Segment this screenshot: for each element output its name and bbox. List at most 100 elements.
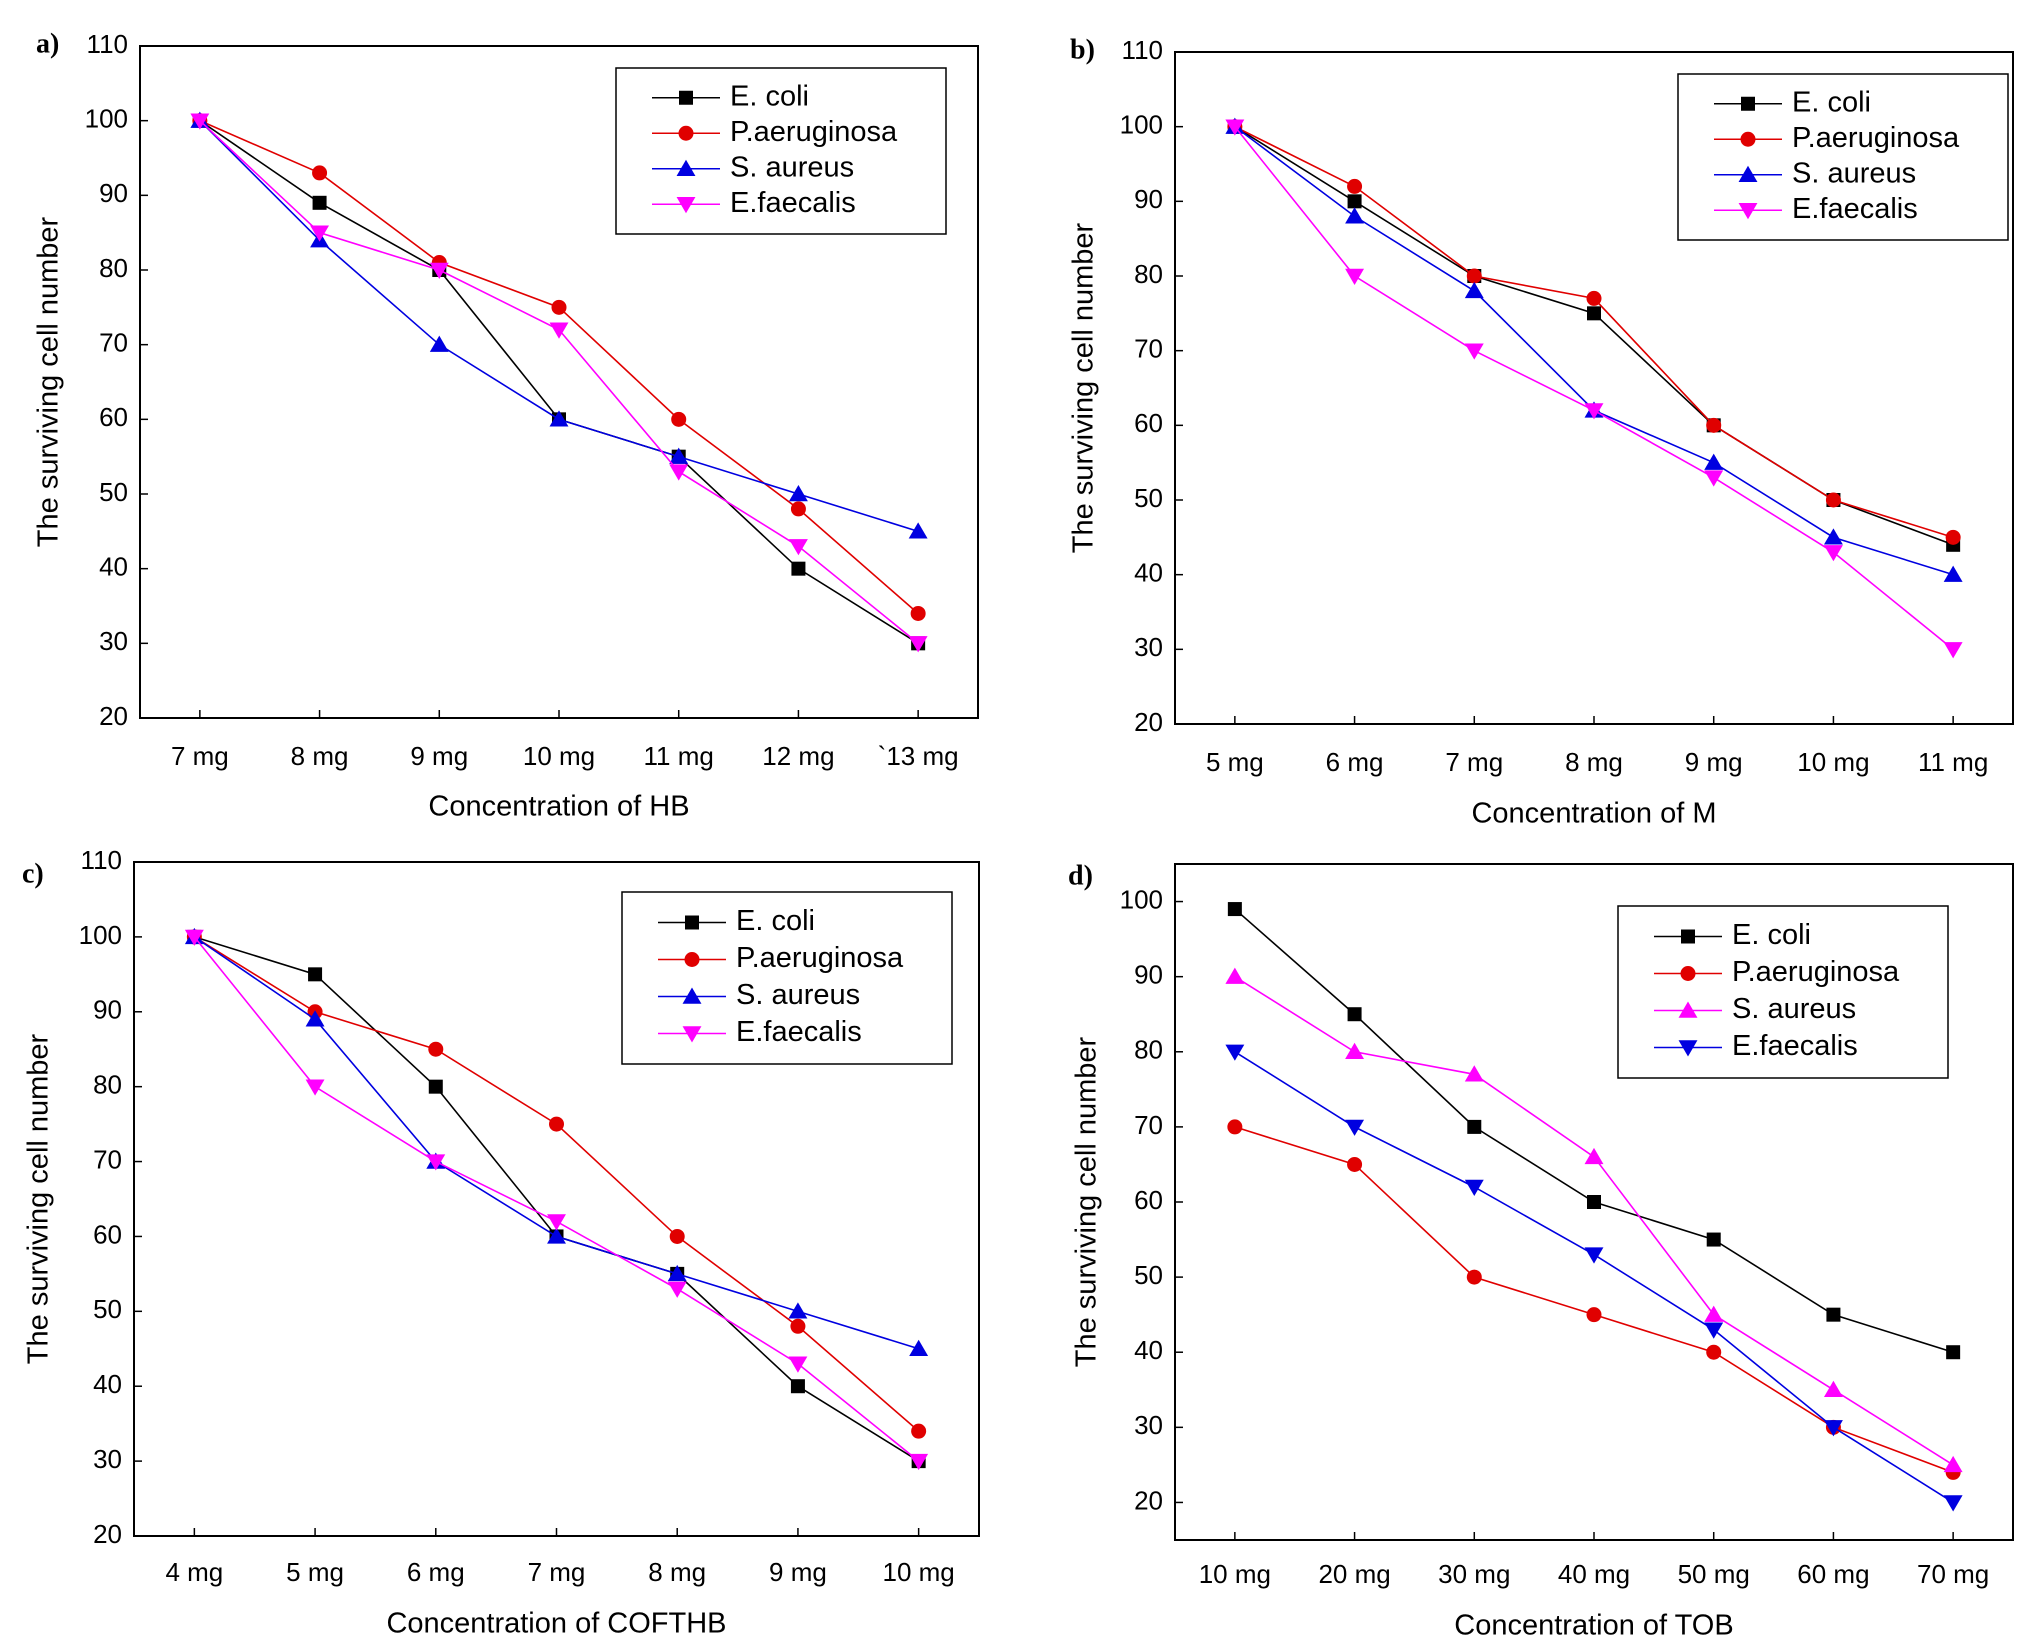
data-point [1584,1247,1604,1264]
legend-marker [676,159,696,176]
legend-marker [676,197,696,214]
data-point [1943,565,1963,582]
x-tick-label: 12 mg [762,741,834,771]
legend-box [615,67,947,235]
data-point [1347,1007,1362,1022]
data-point [305,1010,325,1027]
legend-marker [1738,203,1758,220]
y-tick-label: 40 [93,1369,122,1399]
x-tick-label: 60 mg [1797,1559,1869,1589]
data-point [1706,1232,1721,1247]
y-tick-label: 80 [99,253,128,283]
y-tick-label: 110 [87,29,128,59]
y-tick-label: 70 [1134,1110,1163,1140]
data-point [1466,268,1482,284]
data-point [428,1079,443,1094]
x-axis-title: Concentration of M [1471,798,1716,830]
legend-marker [1678,1001,1698,1018]
data-point [308,967,323,982]
x-tick-label: 20 mg [1318,1559,1390,1589]
legend-label: P.aeruginosa [1792,122,1960,154]
data-point [1464,1179,1484,1196]
y-tick-label: 50 [1134,483,1163,513]
data-point [1586,1307,1602,1323]
data-point [1943,1455,1963,1473]
x-tick-label: 11 mg [1918,747,1988,777]
x-tick-label: 5 mg [1206,747,1264,777]
x-axis-title: Concentration of TOB [1454,1610,1733,1642]
legend-label: P.aeruginosa [736,942,904,974]
data-point [910,605,926,621]
legend-label: S. aureus [730,151,854,183]
data-point [312,195,327,210]
y-tick-label: 90 [1134,184,1163,214]
x-tick-label: 70 mg [1917,1559,1989,1589]
y-tick-label: 20 [1134,707,1163,737]
legend-label: E. coli [1732,919,1811,951]
data-point [1225,119,1245,136]
y-tick-label: 40 [1134,1335,1163,1365]
data-point [788,1356,808,1373]
data-point [547,1214,566,1231]
data-point [1347,1156,1363,1172]
data-point [1584,403,1604,420]
data-point [1345,207,1365,224]
x-tick-label: 7 mg [171,741,229,771]
y-tick-label: 110 [81,845,122,875]
y-tick-label: 20 [93,1519,122,1549]
data-point [547,1227,566,1244]
x-tick-label: 9 mg [1685,747,1743,777]
y-tick-label: 20 [99,701,128,731]
x-tick-label: 9 mg [769,1557,827,1587]
legend-box [1677,73,2009,241]
x-tick-label: 11 mg [644,741,714,771]
legend-marker [1680,966,1696,981]
data-point [190,113,210,130]
data-point [551,299,567,315]
y-axis-title: The surviving cell number [1068,222,1100,553]
legend-marker [682,987,702,1004]
x-tick-label: 6 mg [407,1557,465,1587]
data-point [184,929,204,946]
panel-label: b) [1070,34,1095,65]
data-point [428,1041,444,1057]
series-efaecalis [1225,119,1963,659]
legend-marker [1740,131,1756,147]
y-tick-label: 50 [93,1294,122,1324]
data-point [908,636,928,653]
y-tick-label: 90 [99,178,128,208]
data-point [1225,967,1245,984]
y-tick-label: 30 [1134,632,1163,662]
data-point [1345,1119,1365,1136]
data-point [909,1453,929,1471]
data-point [305,1079,325,1096]
data-point [1464,1065,1484,1082]
data-point [1227,1119,1243,1135]
legend-marker [1741,96,1755,111]
y-tick-label: 70 [93,1144,122,1174]
data-point [1826,1307,1841,1322]
legend-label: P.aeruginosa [730,116,898,148]
legend-marker [1678,1040,1698,1057]
series-line [1234,1051,1954,1504]
legend-label: S. aureus [1732,993,1856,1025]
legend-marker [1681,929,1695,944]
data-point [1946,1345,1961,1360]
data-point [549,410,569,427]
series-ecoli [1227,902,1961,1360]
data-point [1347,178,1363,194]
legend-marker [685,915,699,930]
legend-marker [678,125,694,141]
x-tick-label: 10 mg [523,741,595,771]
x-tick-label: 10 mg [883,1557,955,1587]
y-tick-label: 100 [1120,884,1163,914]
data-point [1345,268,1365,285]
data-point [1706,417,1722,433]
data-point [669,447,689,464]
x-tick-label: 6 mg [1326,747,1384,777]
legend-label: E.faecalis [1792,193,1918,225]
x-tick-label: 10 mg [1199,1559,1271,1589]
legend-label: E. coli [736,905,815,937]
data-point [1704,1305,1724,1322]
